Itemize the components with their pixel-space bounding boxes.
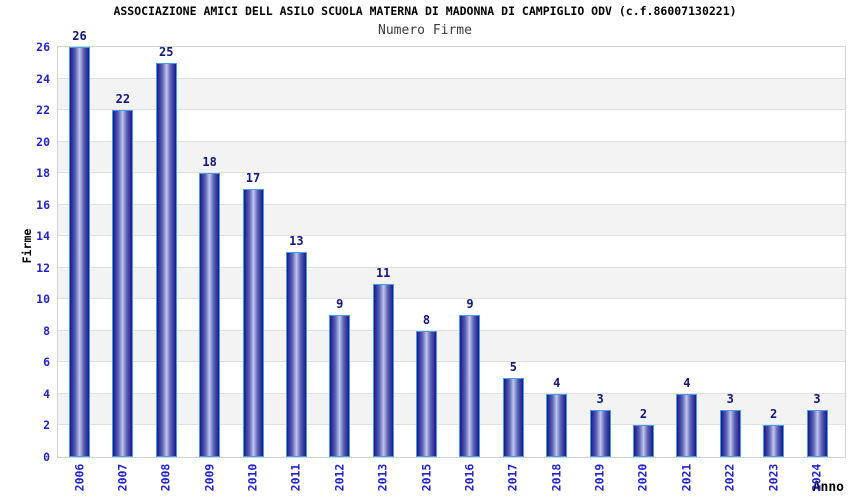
x-tick-label: 2021 — [679, 463, 694, 492]
x-tick-label: 2007 — [115, 463, 130, 492]
plot-area: 26 22 25 18 17 13 9 11 8 9 5 4 3 2 4 3 2 3 — [57, 30, 846, 458]
y-tick-label: 20 — [36, 134, 50, 149]
x-tick-label: 2011 — [288, 463, 303, 492]
grid-line — [58, 266, 845, 268]
y-tick-label: 2 — [43, 418, 50, 433]
bar — [285, 252, 307, 457]
grid-line — [58, 77, 845, 79]
bar-value-label: 17 — [245, 170, 261, 185]
x-tick-label: 2023 — [766, 463, 781, 492]
bar-value-label: 3 — [596, 391, 604, 406]
bar — [372, 283, 394, 457]
bar-value-label: 2 — [769, 407, 778, 422]
y-tick-label: 18 — [36, 166, 50, 181]
x-tick-label: 2016 — [462, 463, 477, 492]
chart-title: ASSOCIAZIONE AMICI DELL ASILO SCUOLA MAT… — [113, 4, 737, 18]
bar-value-label: 25 — [159, 44, 174, 59]
y-tick-label: 14 — [36, 229, 50, 244]
x-tick-label: 2020 — [635, 463, 650, 492]
bar-value-label: 18 — [202, 155, 217, 170]
bar-value-label: 2 — [639, 407, 648, 422]
grid-line — [58, 203, 845, 205]
x-tick-label: 2019 — [592, 463, 607, 492]
bar — [329, 315, 351, 457]
bar — [546, 393, 568, 457]
x-tick-label: 2013 — [375, 463, 390, 492]
grid-band — [58, 141, 845, 174]
grid-line — [58, 361, 845, 363]
grid-band — [58, 78, 845, 111]
bar-value-label: 9 — [336, 297, 344, 312]
bar — [459, 315, 481, 457]
grid-line — [58, 329, 845, 331]
bar — [69, 47, 90, 457]
bar-value-label: 4 — [683, 375, 691, 390]
y-tick-label: 8 — [43, 323, 50, 338]
x-tick-label: 2009 — [202, 463, 217, 492]
grid-line — [58, 140, 845, 142]
bar — [502, 378, 524, 457]
y-tick-label: 10 — [36, 292, 50, 307]
grid-line — [58, 424, 845, 426]
x-tick-label: 2018 — [549, 463, 564, 492]
grid-band — [58, 330, 845, 363]
x-axis-title: Anno — [812, 480, 844, 495]
y-tick-label: 6 — [43, 355, 50, 370]
bar-value-label: 5 — [509, 360, 517, 375]
grid-line — [58, 235, 845, 237]
x-tick-label: 2022 — [722, 463, 737, 492]
y-tick-label: 26 — [36, 40, 50, 54]
bar-value-label: 26 — [72, 29, 87, 43]
x-tick-label: 2010 — [245, 463, 260, 492]
bar — [763, 425, 785, 457]
bar — [112, 110, 134, 457]
x-tick-label: 2012 — [332, 463, 347, 492]
grid-line — [58, 298, 845, 300]
bar-value-label: 22 — [115, 92, 131, 107]
chart-subtitle: Numero Firme — [378, 23, 472, 38]
bar — [632, 425, 654, 457]
y-tick-label: 4 — [43, 386, 50, 401]
x-tick-label: 2015 — [419, 463, 434, 492]
bar-value-label: 11 — [375, 265, 391, 280]
bar — [806, 409, 828, 457]
x-tick-label: 2006 — [72, 463, 86, 492]
x-tick-label: 2024 — [809, 463, 824, 492]
x-tick-label: 2017 — [505, 463, 520, 492]
grid-line — [58, 392, 845, 394]
bar-value-label: 13 — [289, 234, 304, 248]
y-tick-label: 16 — [36, 197, 50, 212]
bar-value-label: 3 — [726, 391, 734, 406]
y-tick-label: 22 — [36, 103, 50, 118]
y-tick-label: 24 — [36, 71, 50, 86]
bar — [676, 393, 698, 457]
bar — [719, 409, 741, 457]
grid-line — [58, 109, 845, 111]
y-tick-label: 12 — [36, 260, 50, 275]
bar — [155, 62, 177, 457]
grid-band — [58, 267, 845, 300]
bar — [416, 330, 438, 457]
bar-value-label: 9 — [466, 297, 474, 312]
bar-value-label: 4 — [553, 375, 561, 390]
bar — [199, 173, 221, 457]
bar — [242, 188, 264, 457]
bar-value-label: 3 — [813, 391, 821, 406]
grid-band — [58, 204, 845, 237]
x-tick-label: 2008 — [158, 463, 173, 492]
grid-line — [58, 172, 845, 174]
bar — [589, 409, 611, 457]
bar-value-label: 8 — [422, 312, 431, 327]
y-tick-label: 0 — [43, 450, 50, 464]
grid-band — [58, 393, 845, 426]
